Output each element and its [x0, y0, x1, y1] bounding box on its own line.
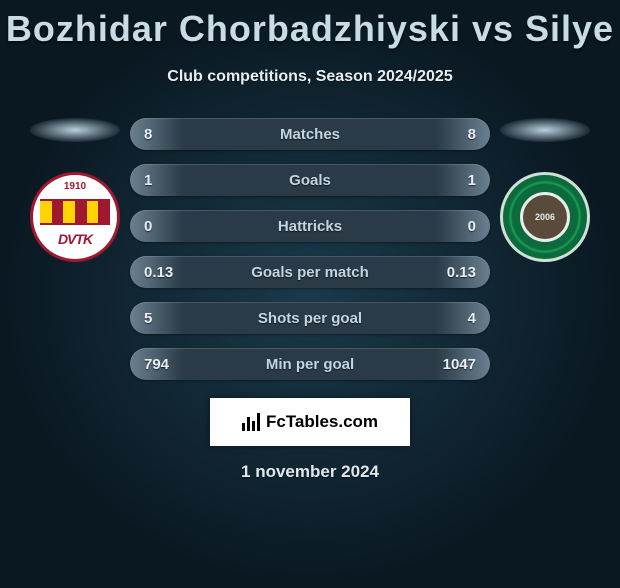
player-shadow-left	[30, 118, 120, 142]
stat-label: Matches	[280, 126, 340, 143]
right-team-column: 2006	[490, 118, 600, 262]
stat-left-value: 0	[144, 218, 184, 235]
stat-row: 1 Goals 1	[130, 164, 490, 196]
stat-row: 0 Hattricks 0	[130, 210, 490, 242]
crest-year-right: 2006	[520, 192, 570, 242]
stat-right-value: 4	[436, 310, 476, 327]
crest-stripes	[40, 199, 110, 225]
stat-right-value: 1047	[436, 356, 476, 373]
stat-row: 794 Min per goal 1047	[130, 348, 490, 380]
stats-list: 8 Matches 8 1 Goals 1 0 Hattricks 0 0.13…	[130, 118, 490, 380]
crest-label-left: DVTK	[58, 231, 92, 247]
left-team-column: 1910 DVTK	[20, 118, 130, 262]
comparison-panel: 1910 DVTK 8 Matches 8 1 Goals 1 0 Hattri…	[0, 118, 620, 380]
stat-left-value: 0.13	[144, 264, 184, 281]
left-team-crest: 1910 DVTK	[30, 172, 120, 262]
stat-label: Min per goal	[266, 356, 354, 373]
date-label: 1 november 2024	[0, 462, 620, 482]
stat-label: Hattricks	[278, 218, 342, 235]
stat-left-value: 8	[144, 126, 184, 143]
attribution-text: FcTables.com	[266, 412, 378, 432]
stat-row: 5 Shots per goal 4	[130, 302, 490, 334]
stat-right-value: 1	[436, 172, 476, 189]
page-title: Bozhidar Chorbadzhiyski vs Silye	[0, 8, 620, 50]
stat-label: Shots per goal	[258, 310, 362, 327]
stat-row: 0.13 Goals per match 0.13	[130, 256, 490, 288]
stat-right-value: 0.13	[436, 264, 476, 281]
stat-right-value: 8	[436, 126, 476, 143]
stat-label: Goals per match	[251, 264, 369, 281]
stat-left-value: 1	[144, 172, 184, 189]
stat-label: Goals	[289, 172, 331, 189]
stat-left-value: 794	[144, 356, 184, 373]
stat-left-value: 5	[144, 310, 184, 327]
attribution-badge: FcTables.com	[210, 398, 410, 446]
crest-year-left: 1910	[64, 181, 86, 192]
player-shadow-right	[500, 118, 590, 142]
bar-chart-icon	[242, 413, 260, 431]
stat-row: 8 Matches 8	[130, 118, 490, 150]
right-team-crest: 2006	[500, 172, 590, 262]
stat-right-value: 0	[436, 218, 476, 235]
subtitle: Club competitions, Season 2024/2025	[0, 68, 620, 86]
